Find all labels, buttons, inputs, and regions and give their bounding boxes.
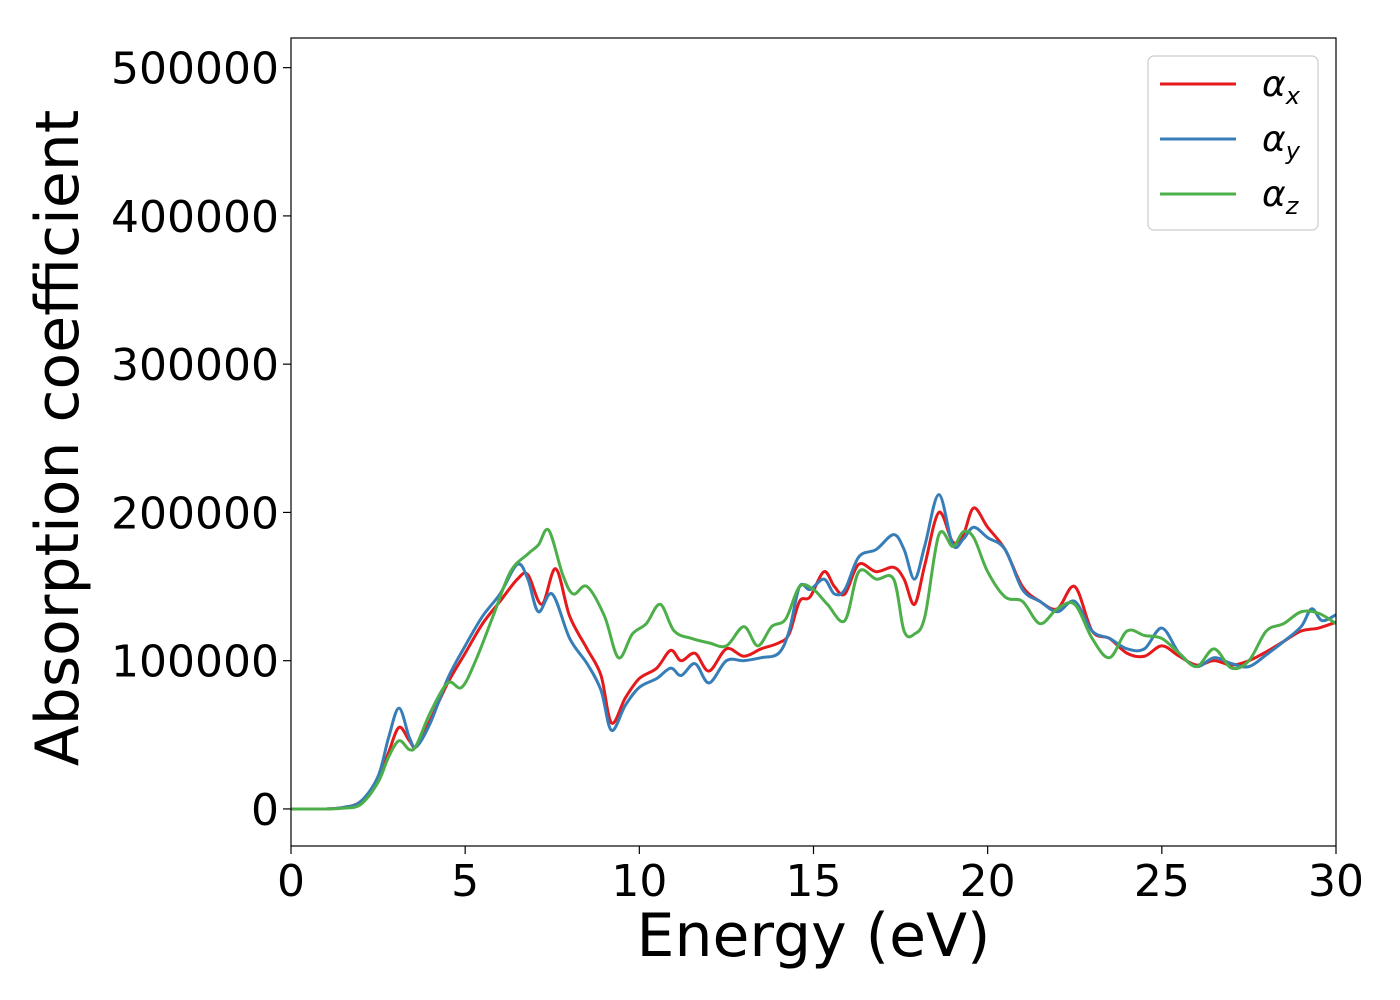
legend-label-z: αz [1262, 174, 1300, 220]
y-tick-label: 400000 [111, 192, 279, 243]
y-tick-label: 200000 [111, 488, 279, 539]
plot-lines [291, 493, 1336, 811]
y-tick-label: 300000 [111, 340, 279, 391]
x-axis-ticks: 0 5 10 15 20 25 30 [277, 846, 1364, 907]
y-axis-ticks: 0 100000 200000 300000 400000 500000 [111, 44, 291, 836]
legend-box [1147, 55, 1319, 231]
x-tick-label: 0 [277, 856, 305, 907]
y-tick-label: 500000 [111, 44, 279, 95]
x-tick-label: 10 [611, 856, 667, 907]
legend-label-y: αy [1262, 119, 1301, 165]
x-tick-label: 15 [786, 856, 842, 907]
legend-label-x: αx [1262, 64, 1301, 110]
y-tick-label: 0 [251, 785, 279, 836]
series-line-x [291, 506, 1336, 811]
x-axis-label: Energy (eV) [637, 901, 991, 971]
y-tick-label: 100000 [111, 637, 279, 688]
x-tick-label: 25 [1134, 856, 1190, 907]
legend: αx αy αz [1147, 55, 1319, 231]
y-axis-label: Absorption coefficient [23, 110, 93, 767]
series-line-z [291, 527, 1336, 811]
x-tick-label: 5 [451, 856, 479, 907]
x-tick-label: 20 [960, 856, 1016, 907]
x-tick-label: 30 [1308, 856, 1364, 907]
series-line-y [291, 493, 1336, 811]
